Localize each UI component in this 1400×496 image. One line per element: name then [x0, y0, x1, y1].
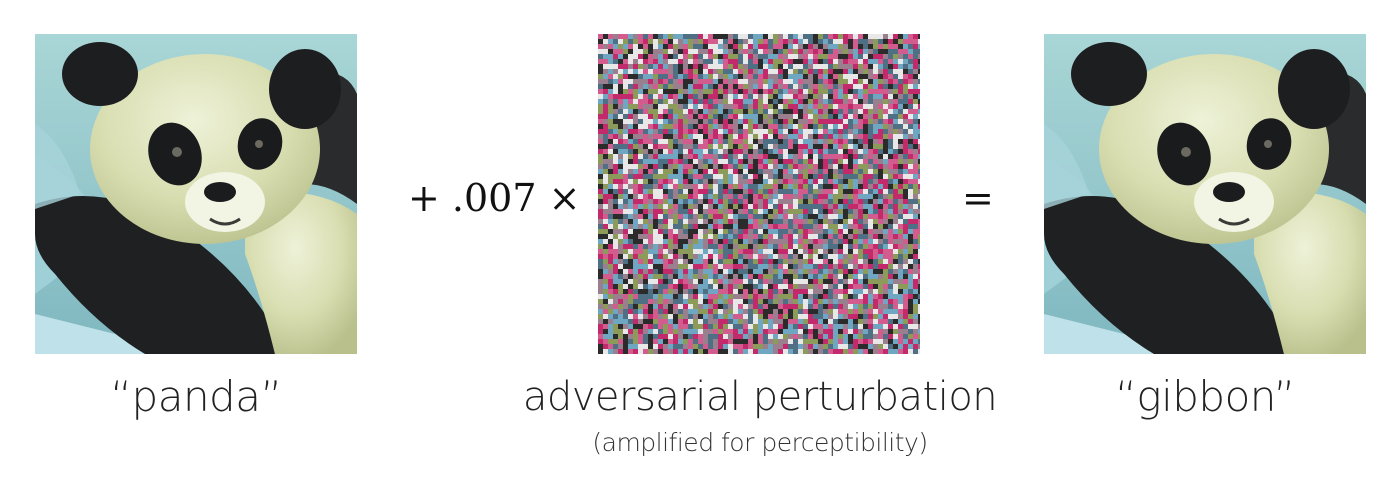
scale-operator: + .007 ×	[408, 176, 581, 220]
caption-perturbation-note: (amplified for perceptibility)	[592, 428, 928, 457]
caption-original-label: “panda”	[110, 372, 282, 421]
perturbation-image	[598, 34, 920, 354]
caption-result-label: “gibbon”	[1115, 372, 1295, 421]
panda-illustration-adversarial	[1044, 34, 1366, 354]
adversarial-image	[1044, 34, 1366, 354]
panda-illustration	[35, 34, 357, 354]
equals-operator: =	[962, 176, 994, 220]
caption-perturbation: adversarial perturbation	[522, 374, 998, 420]
noise-pattern	[598, 34, 920, 354]
panda-image	[35, 34, 357, 354]
